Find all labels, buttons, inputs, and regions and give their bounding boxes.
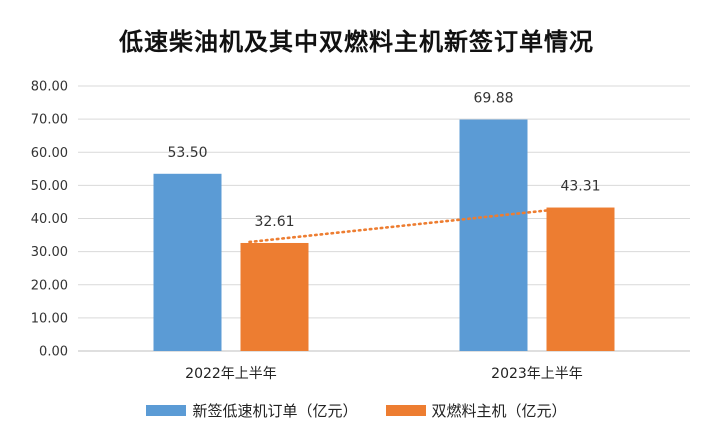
y-tick-label: 40.00 — [31, 212, 68, 227]
bar-new-orders — [459, 119, 528, 352]
y-tick-label: 20.00 — [31, 278, 68, 293]
data-label: 53.50 — [167, 145, 207, 161]
legend-label-new-orders: 新签低速机订单（亿元） — [192, 402, 358, 420]
chart-title: 低速柴油机及其中双燃料主机新签订单情况 — [119, 28, 594, 56]
bar-dual-fuel — [546, 207, 615, 351]
bar-new-orders — [153, 173, 222, 351]
y-tick-label: 0.00 — [39, 345, 68, 360]
trendline — [248, 208, 557, 244]
data-label: 32.61 — [254, 214, 294, 230]
legend-item-dual-fuel: 双燃料主机（亿元） — [385, 400, 567, 421]
x-tick-label: 2022年上半年 — [185, 366, 277, 382]
y-tick-label: 80.00 — [31, 80, 68, 95]
y-tick-label: 10.00 — [31, 311, 68, 326]
y-tick-label: 50.00 — [31, 179, 68, 194]
legend-item-new-orders: 新签低速机订单（亿元） — [146, 400, 358, 421]
x-tick-label: 2023年上半年 — [491, 366, 583, 382]
legend-swatch-new-orders — [146, 405, 187, 416]
data-label: 43.31 — [560, 179, 600, 195]
data-label: 69.88 — [473, 91, 513, 107]
legend: 新签低速机订单（亿元） 双燃料主机（亿元） — [0, 400, 713, 421]
y-tick-label: 30.00 — [31, 245, 68, 260]
y-tick-label: 70.00 — [31, 113, 68, 128]
legend-label-dual-fuel: 双燃料主机（亿元） — [431, 402, 567, 420]
legend-swatch-dual-fuel — [385, 405, 426, 416]
y-tick-label: 60.00 — [31, 146, 68, 161]
bar-dual-fuel — [240, 242, 309, 351]
